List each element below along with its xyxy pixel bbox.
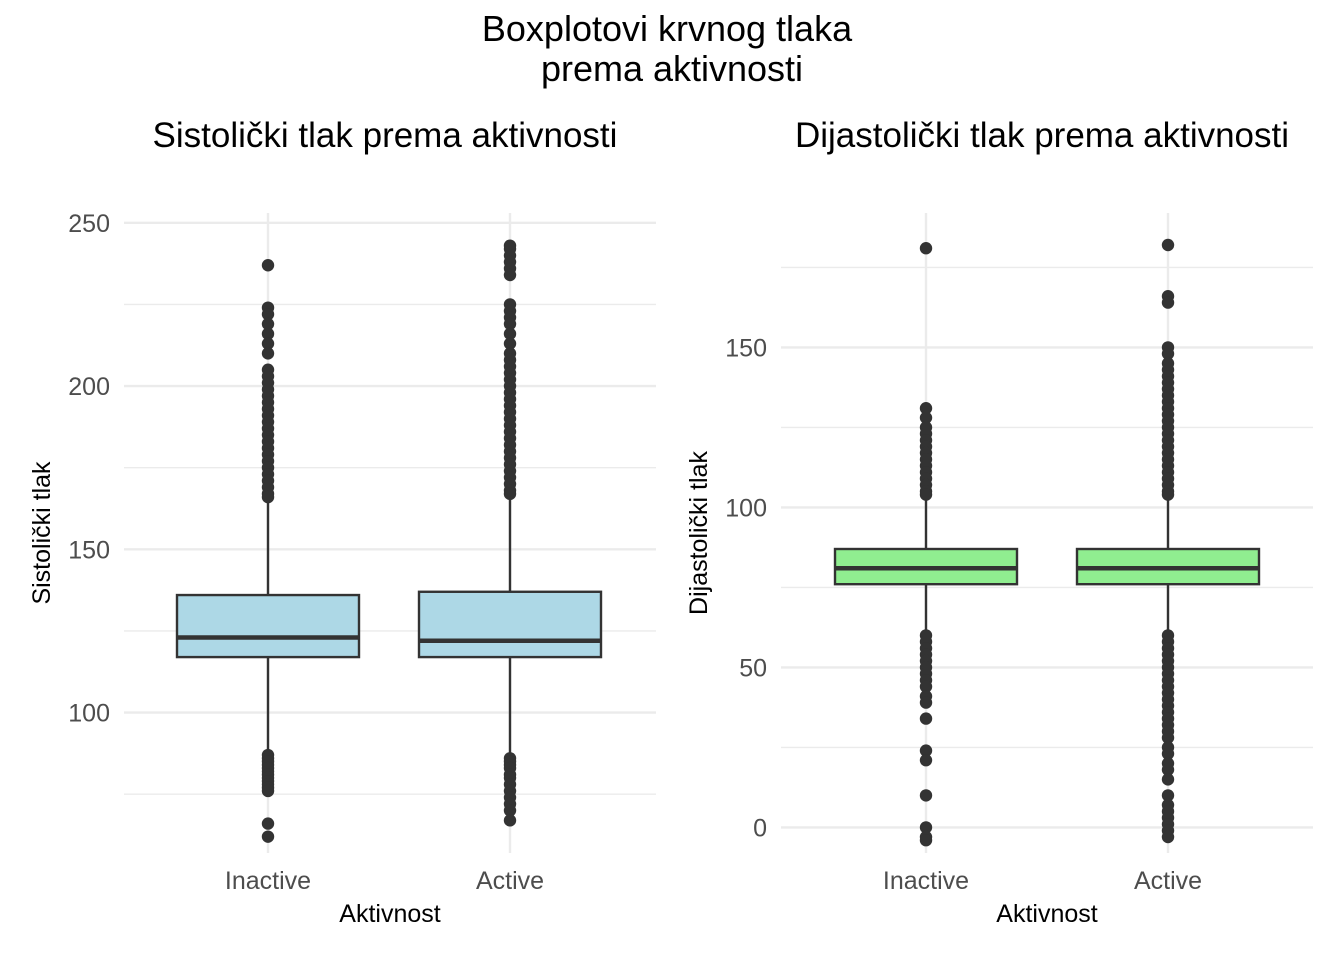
outlier-point bbox=[919, 411, 933, 424]
outlier-point bbox=[919, 834, 933, 847]
outlier-point bbox=[1161, 238, 1175, 252]
outlier-point bbox=[1161, 789, 1175, 802]
y-tick-label-systolic-3: 250 bbox=[68, 210, 110, 238]
outlier-point bbox=[919, 696, 933, 709]
x-tick-label-diastolic-0: Inactive bbox=[883, 867, 969, 895]
outlier-point bbox=[261, 830, 275, 843]
panel-systolic: Sistolički tlak prema aktivnosti 100 150 2… bbox=[28, 116, 656, 928]
outlier-point bbox=[919, 712, 933, 725]
panel-diastolic: Dijastolički tlak prema aktivnosti 0 50 10… bbox=[685, 116, 1313, 928]
outlier-point bbox=[919, 754, 933, 767]
outlier-point bbox=[1161, 763, 1175, 776]
outlier-point bbox=[503, 804, 517, 817]
outlier-point bbox=[1161, 747, 1175, 760]
outlier-point bbox=[1161, 773, 1175, 786]
outlier-point bbox=[503, 814, 517, 827]
outlier-point bbox=[261, 817, 275, 830]
x-tick-label-systolic-0: Inactive bbox=[225, 867, 311, 895]
x-axis-title-diastolic: Aktivnost bbox=[996, 900, 1097, 928]
outlier-point bbox=[261, 308, 275, 321]
outlier-point bbox=[919, 821, 933, 834]
outlier-point bbox=[261, 317, 275, 331]
outlier-point bbox=[919, 402, 933, 415]
iqr-box bbox=[417, 590, 603, 659]
outlier-point bbox=[261, 347, 275, 360]
panel-title-systolic: Sistolički tlak prema aktivnosti bbox=[153, 116, 618, 155]
outlier-point bbox=[1161, 830, 1175, 844]
outlier-point bbox=[261, 490, 275, 504]
x-tick-label-diastolic-1: Active bbox=[1134, 867, 1202, 895]
outlier-point bbox=[261, 259, 275, 272]
x-tick-label-systolic-1: Active bbox=[476, 867, 544, 895]
outlier-point bbox=[919, 789, 933, 802]
outlier-point bbox=[503, 327, 517, 341]
main-title-line-1: Boxplotovi krvnog tlaka bbox=[482, 8, 853, 49]
outlier-point bbox=[1161, 296, 1175, 309]
iqr-box bbox=[175, 593, 361, 659]
plot-area-diastolic: 0 50 100 150 Inactive Active bbox=[725, 213, 1313, 895]
box-systolic-active bbox=[417, 239, 603, 827]
y-tick-label-diastolic-2: 100 bbox=[725, 494, 767, 522]
outlier-point bbox=[261, 337, 275, 350]
x-axis-title-systolic: Aktivnost bbox=[339, 900, 440, 928]
outlier-point bbox=[503, 268, 517, 282]
outlier-point bbox=[919, 744, 933, 757]
outlier-point bbox=[261, 327, 275, 341]
outlier-point bbox=[919, 242, 933, 255]
outlier-point bbox=[1161, 347, 1175, 360]
outlier-point bbox=[503, 337, 517, 350]
y-axis-title-systolic: Sistolički tlak bbox=[28, 461, 56, 605]
outlier-point bbox=[919, 680, 933, 693]
outlier-point bbox=[503, 317, 517, 331]
y-tick-label-systolic-1: 150 bbox=[68, 536, 110, 564]
outlier-point bbox=[919, 488, 933, 501]
outlier-point bbox=[503, 487, 517, 501]
y-tick-label-diastolic-1: 50 bbox=[739, 654, 767, 682]
y-tick-label-systolic-2: 200 bbox=[68, 373, 110, 401]
y-tick-label-systolic-0: 100 bbox=[68, 700, 110, 728]
panel-title-diastolic: Dijastolički tlak prema aktivnosti bbox=[795, 116, 1289, 155]
box-systolic-inactive bbox=[175, 259, 361, 843]
y-tick-label-diastolic-3: 150 bbox=[725, 334, 767, 362]
box-diastolic-active bbox=[1075, 238, 1261, 844]
main-title-line-2: prema aktivnosti bbox=[541, 48, 803, 89]
plot-area-systolic: 100 150 200 250 Inactive Active bbox=[68, 210, 656, 895]
outlier-point bbox=[1161, 488, 1175, 501]
y-axis-title-diastolic: Dijastolički tlak bbox=[685, 451, 713, 615]
outlier-point bbox=[261, 784, 275, 798]
y-tick-label-diastolic-0: 0 bbox=[753, 814, 767, 842]
outlier-point bbox=[1161, 731, 1175, 744]
box-diastolic-inactive bbox=[833, 242, 1019, 847]
